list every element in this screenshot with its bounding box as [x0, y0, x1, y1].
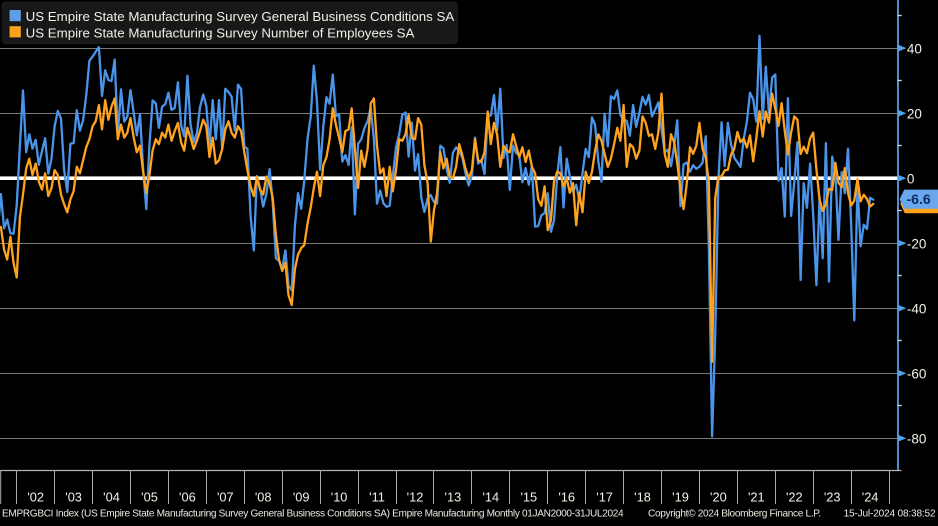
svg-text:'06: '06: [179, 489, 196, 504]
svg-text:'16: '16: [558, 489, 575, 504]
svg-text:40: 40: [907, 41, 922, 56]
svg-text:EMPRGBCI Index (US Empire Stat: EMPRGBCI Index (US Empire State Manufact…: [2, 509, 624, 520]
svg-text:US Empire State Manufacturing: US Empire State Manufacturing Survey Num…: [26, 25, 415, 40]
svg-text:-6.6: -6.6: [907, 191, 931, 207]
svg-text:-40: -40: [907, 302, 927, 317]
svg-text:'18: '18: [634, 489, 651, 504]
svg-text:Copyright© 2024 Bloomberg Fina: Copyright© 2024 Bloomberg Finance L.P.: [648, 509, 821, 520]
svg-text:20: 20: [907, 107, 922, 122]
svg-text:-20: -20: [907, 237, 927, 252]
svg-text:'04: '04: [103, 489, 120, 504]
svg-text:'24: '24: [862, 489, 879, 504]
svg-text:'22: '22: [786, 489, 803, 504]
svg-text:'09: '09: [293, 489, 310, 504]
svg-text:'12: '12: [407, 489, 424, 504]
svg-text:'03: '03: [65, 489, 82, 504]
svg-text:'17: '17: [596, 489, 613, 504]
svg-text:'19: '19: [672, 489, 689, 504]
svg-text:'15: '15: [520, 489, 537, 504]
svg-text:'02: '02: [27, 489, 44, 504]
svg-text:'14: '14: [482, 489, 499, 504]
svg-text:'23: '23: [824, 489, 841, 504]
svg-text:'08: '08: [255, 489, 272, 504]
svg-text:'07: '07: [217, 489, 234, 504]
svg-text:'05: '05: [141, 489, 158, 504]
svg-text:'11: '11: [369, 489, 385, 504]
svg-text:US Empire State Manufacturing: US Empire State Manufacturing Survey Gen…: [26, 9, 455, 24]
svg-text:0: 0: [907, 172, 915, 187]
svg-text:'20: '20: [710, 489, 727, 504]
svg-text:-80: -80: [907, 432, 927, 447]
svg-text:'13: '13: [445, 489, 462, 504]
svg-text:15-Jul-2024 08:38:52: 15-Jul-2024 08:38:52: [844, 509, 936, 520]
svg-text:'10: '10: [331, 489, 348, 504]
svg-text:-60: -60: [907, 367, 927, 382]
svg-text:'21: '21: [748, 489, 765, 504]
